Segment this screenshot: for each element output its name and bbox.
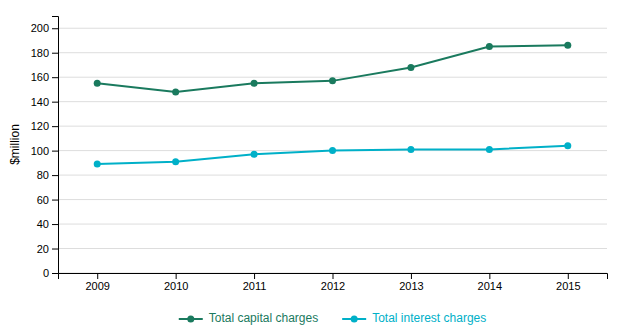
marker: [94, 161, 101, 168]
grid-line: [58, 28, 607, 29]
tick-mark: [52, 53, 58, 54]
grid-line: [58, 248, 607, 249]
tick-mark: [52, 102, 58, 103]
tick-label: 2013: [399, 280, 423, 292]
tick-label: 160: [31, 71, 49, 83]
marker: [251, 151, 258, 158]
tick-label: 0: [43, 267, 49, 279]
legend-label: Total capital charges: [209, 311, 318, 325]
marker: [564, 142, 571, 149]
marker: [172, 158, 179, 165]
marker: [486, 146, 493, 153]
marks: [94, 42, 572, 168]
tick: 40: [37, 218, 58, 230]
grid-line: [58, 224, 607, 225]
marker: [251, 80, 258, 87]
marker: [407, 64, 414, 71]
tick-mark: [52, 273, 58, 274]
y-axis: 0 20 40 60 80 100 120 140 160 180 200: [31, 17, 59, 280]
tick-label: 2015: [556, 280, 580, 292]
tick-mark: [489, 273, 490, 279]
grid: [58, 28, 607, 273]
legend-marker: [351, 316, 358, 323]
tick-label: 2009: [85, 280, 109, 292]
tick: 200: [31, 22, 58, 34]
tick: 120: [31, 120, 58, 132]
tick-mark: [52, 249, 58, 250]
grid-line: [58, 126, 607, 127]
tick: 2014: [478, 273, 502, 292]
tick: 20: [37, 243, 58, 255]
tick-mark: [254, 273, 255, 279]
grid-line: [58, 101, 607, 102]
tick-mark: [52, 28, 58, 29]
legend-label: Total interest charges: [372, 311, 486, 325]
marker: [94, 80, 101, 87]
plot: 2009 2010 2011 2012 2013 2014 2015 0 20 40 60 80 100…: [31, 17, 608, 292]
tick-label: 60: [37, 194, 49, 206]
tick: 0: [43, 267, 58, 279]
marker: [564, 42, 571, 49]
marker: [172, 88, 179, 95]
tick: 60: [37, 194, 58, 206]
tick: 80: [37, 169, 58, 181]
axis-line: [59, 274, 608, 280]
tick-label: 2011: [243, 280, 267, 292]
tick: 2015: [556, 273, 580, 292]
marker: [329, 77, 336, 84]
tick-mark: [52, 77, 58, 78]
marker: [486, 43, 493, 50]
tick: 2011: [243, 273, 267, 292]
tick-label: 100: [31, 145, 49, 157]
tick-mark: [568, 273, 569, 279]
tick-label: 2014: [478, 280, 502, 292]
tick-label: 140: [31, 96, 49, 108]
chart: 2009 2010 2011 2012 2013 2014 2015 0 20 40 60 80 100…: [0, 0, 627, 335]
tick-mark: [52, 175, 58, 176]
tick: 180: [31, 47, 58, 59]
tick-label: 80: [37, 169, 49, 181]
tick-mark: [411, 273, 412, 279]
tick-label: 180: [31, 47, 49, 59]
tick: 140: [31, 96, 58, 108]
legend-marker: [187, 316, 194, 323]
series-line: [97, 146, 568, 164]
legend: Total capital charges Total interest char…: [179, 311, 486, 325]
tick: 2010: [164, 273, 188, 292]
tick-mark: [52, 151, 58, 152]
grid-line: [58, 52, 607, 53]
tick-label: 40: [37, 218, 49, 230]
tick-mark: [333, 273, 334, 279]
tick-mark: [52, 200, 58, 201]
tick: 2009: [85, 273, 109, 292]
tick-mark: [97, 273, 98, 279]
tick-label: 20: [37, 243, 49, 255]
tick: 100: [31, 145, 58, 157]
tick: 2012: [321, 273, 345, 292]
tick-label: 2012: [321, 280, 345, 292]
tick-label: 2010: [164, 280, 188, 292]
legend-item: Total interest charges: [342, 311, 486, 325]
tick-label: 200: [31, 22, 49, 34]
tick: 160: [31, 71, 58, 83]
grid-line: [58, 175, 607, 176]
grid-line: [58, 199, 607, 200]
marker: [407, 146, 414, 153]
x-axis: 2009 2010 2011 2012 2013 2014 2015: [59, 273, 608, 292]
tick-mark: [176, 273, 177, 279]
y-axis-title: $million: [8, 124, 22, 165]
tick-mark: [52, 126, 58, 127]
tick-label: 120: [31, 120, 49, 132]
tick: 2013: [399, 273, 423, 292]
legend-item: Total capital charges: [179, 311, 318, 325]
marker: [329, 147, 336, 154]
tick-mark: [52, 224, 58, 225]
axis-line: [52, 17, 59, 274]
series-line: [97, 45, 568, 92]
